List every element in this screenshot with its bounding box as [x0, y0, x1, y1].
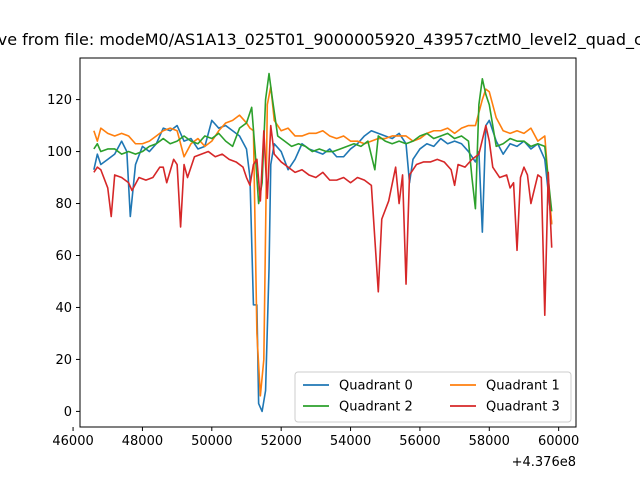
y-tick-label: 0: [64, 405, 72, 420]
legend-label-quadrant-2: Quadrant 2: [339, 400, 413, 415]
x-tick-label: 60000: [538, 434, 579, 449]
x-tick-label: 58000: [469, 434, 510, 449]
axes-layer: 46000 48000 50000 52000 54000 56000 58000 60000…: [47, 57, 579, 449]
y-tick-label: 20: [55, 353, 72, 368]
x-tick-label: 50000: [191, 434, 232, 449]
chart-title: Lightcurve from file: modeM0/AS1A13_025T…: [0, 30, 640, 50]
legend-label-quadrant-3: Quadrant 3: [486, 400, 560, 415]
x-tick-label: 54000: [330, 434, 371, 449]
legend-box: [294, 371, 572, 423]
y-tick-label: 80: [55, 197, 72, 212]
series-line-quadrant-1: [93, 85, 553, 397]
series-layer: [93, 72, 553, 413]
series-line-quadrant-2: [93, 72, 553, 212]
plot-frame: [79, 57, 577, 428]
y-tick-label: 100: [47, 145, 72, 160]
x-axis-offset-label: +4.376e8: [512, 455, 576, 470]
legend-label-quadrant-1: Quadrant 1: [486, 379, 560, 394]
x-tick-label: 52000: [260, 434, 301, 449]
x-tick-label: 48000: [122, 434, 163, 449]
legend-label-quadrant-0: Quadrant 0: [339, 379, 413, 394]
y-tick-label: 40: [55, 301, 72, 316]
x-tick-label: 46000: [52, 434, 93, 449]
series-line-quadrant-3: [93, 124, 553, 317]
y-tick-label: 60: [55, 249, 72, 264]
x-tick-label: 56000: [399, 434, 440, 449]
y-tick-label: 120: [47, 93, 72, 108]
legend: Quadrant 0 Quadrant 1 Quadrant 2 Quadrant 3: [294, 371, 572, 423]
